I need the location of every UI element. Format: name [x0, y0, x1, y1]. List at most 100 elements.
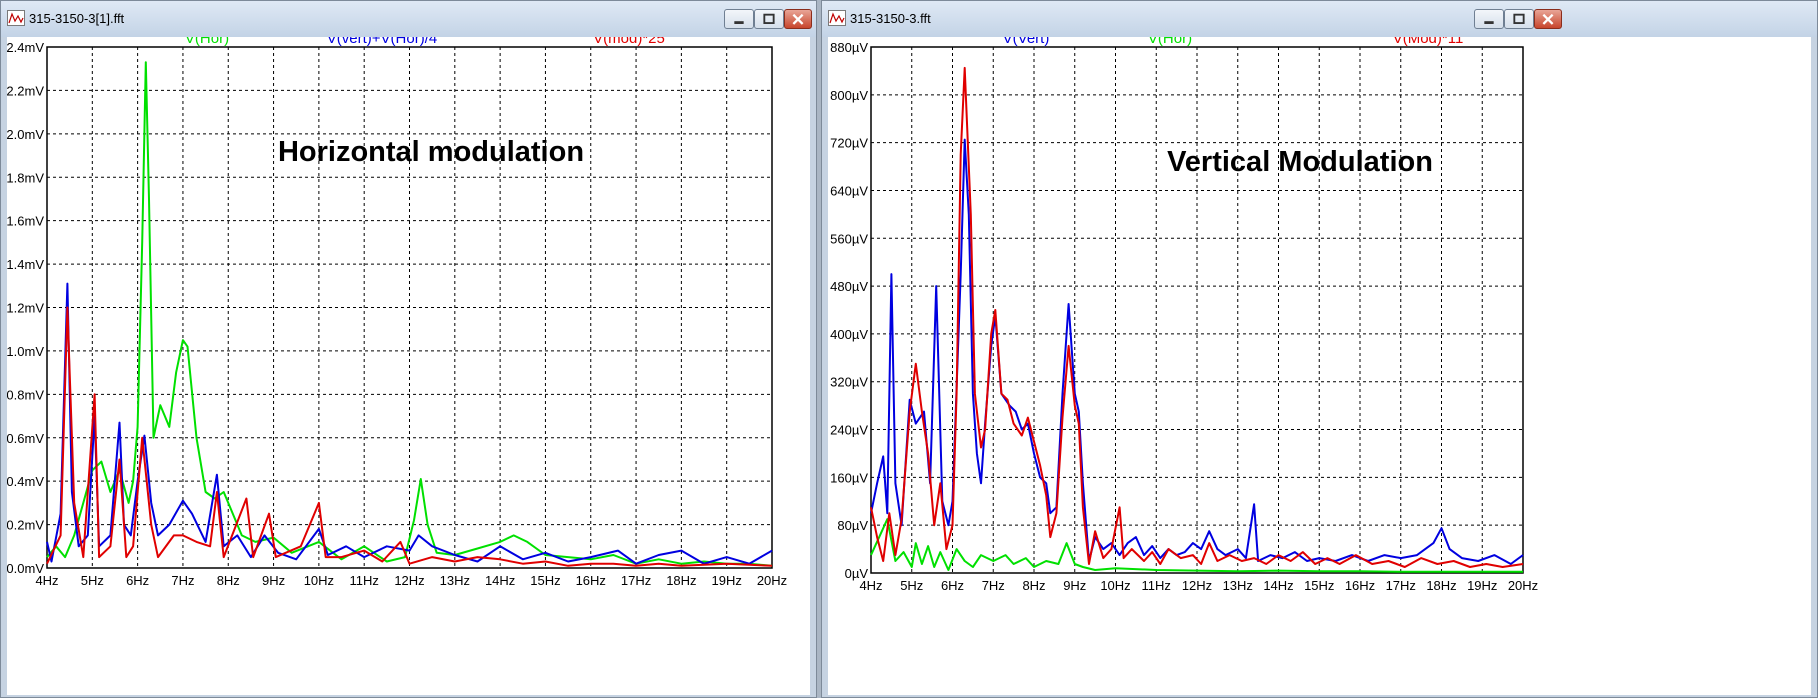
y-tick-label: 1.6mV [7, 214, 44, 229]
right-minimize-button[interactable] [1474, 9, 1504, 29]
right-grid [871, 47, 1523, 573]
left-window-title: 315-3150-3[1].fft [29, 11, 125, 26]
x-tick-label: 13Hz [1223, 578, 1253, 593]
legend-entry: V(Mod)*11 [1393, 37, 1464, 47]
y-tick-label: 320µV [830, 375, 868, 390]
y-tick-label: 1.4mV [7, 257, 44, 272]
left-maximize-button[interactable] [754, 9, 784, 29]
series-line-2 [870, 518, 1523, 573]
right-fft-window[interactable]: 315-3150-3.fft 4Hz 5Hz 6Hz 7Hz 8Hz 9Hz 10Hz 11H… [821, 0, 1818, 698]
y-tick-label: 0.2mV [7, 518, 44, 533]
left-window-titlebar[interactable]: 315-3150-3[1].fft [1, 1, 816, 37]
y-tick-label: 800µV [830, 88, 868, 103]
waveform-icon [828, 10, 846, 26]
y-tick-label: 560µV [830, 231, 868, 246]
x-tick-label: 14Hz [485, 573, 515, 588]
x-tick-label: 9Hz [262, 573, 285, 588]
x-tick-label: 10Hz [1100, 578, 1130, 593]
maximize-icon [763, 13, 775, 24]
y-tick-label: 0.4mV [7, 474, 44, 489]
series-line-1 [46, 61, 773, 567]
right-chart-annotation: Vertical Modulation [1167, 146, 1433, 178]
minimize-icon [1484, 21, 1494, 24]
right-window-titlebar[interactable]: 315-3150-3.fft [822, 1, 1817, 37]
y-tick-label: 480µV [830, 279, 868, 294]
x-tick-label: 4Hz [859, 578, 882, 593]
x-tick-label: 12Hz [1182, 578, 1212, 593]
y-tick-label: 0.6mV [7, 431, 44, 446]
close-icon [1542, 13, 1554, 25]
x-tick-label: 16Hz [576, 573, 606, 588]
x-tick-label: 11Hz [349, 573, 378, 588]
y-tick-label: 2.2mV [7, 83, 44, 98]
x-tick-label: 20Hz [757, 573, 787, 588]
y-tick-label: 240µV [830, 423, 868, 438]
x-tick-label: 15Hz [1304, 578, 1334, 593]
y-tick-label: 0.8mV [7, 387, 44, 402]
legend-entry: V(Hor) [185, 37, 229, 47]
right-close-button[interactable] [1534, 9, 1562, 29]
y-tick-label: 0µV [845, 566, 869, 581]
x-tick-label: 17Hz [1386, 578, 1416, 593]
x-tick-label: 19Hz [1467, 578, 1497, 593]
right-plot-area: 4Hz 5Hz 6Hz 7Hz 8Hz 9Hz 10Hz 11Hz 12Hz 13Hz 14Hz 15… [828, 37, 1811, 695]
x-tick-label: 15Hz [530, 573, 560, 588]
x-tick-label: 9Hz [1063, 578, 1086, 593]
maximize-icon [1513, 13, 1525, 24]
series-line-3 [46, 306, 773, 567]
y-tick-label: 640µV [830, 183, 868, 198]
x-tick-label: 5Hz [81, 573, 104, 588]
left-grid [47, 47, 772, 568]
legend-entry: V(Vert) [1003, 37, 1050, 47]
x-tick-label: 18Hz [1426, 578, 1456, 593]
left-plot-area: 4Hz 5Hz 6Hz 7Hz 8Hz 9Hz 10Hz 11Hz 12Hz 13Hz 14Hz 15… [7, 37, 810, 695]
series-line-2 [46, 282, 773, 565]
x-tick-label: 20Hz [1508, 578, 1538, 593]
x-tick-label: 6Hz [126, 573, 149, 588]
y-tick-label: 1.2mV [7, 301, 44, 316]
y-tick-label: 160µV [830, 470, 868, 485]
waveform-icon [7, 10, 25, 26]
x-tick-label: 13Hz [440, 573, 470, 588]
x-tick-label: 16Hz [1345, 578, 1375, 593]
series-line-3 [870, 66, 1524, 568]
y-tick-label: 1.8mV [7, 170, 44, 185]
x-tick-label: 12Hz [394, 573, 424, 588]
x-tick-label: 10Hz [304, 573, 334, 588]
y-tick-label: 1.0mV [7, 344, 44, 359]
right-maximize-button[interactable] [1504, 9, 1534, 29]
x-tick-label: 18Hz [666, 573, 696, 588]
legend-entry: V(Hor) [1148, 37, 1192, 47]
x-tick-label: 11Hz [1142, 578, 1171, 593]
left-close-button[interactable] [784, 9, 812, 29]
left-chart-annotation: Horizontal modulation [278, 136, 584, 168]
x-tick-label: 8Hz [217, 573, 240, 588]
y-tick-label: 2.0mV [7, 127, 44, 142]
minimize-icon [734, 21, 744, 24]
right-window-title: 315-3150-3.fft [850, 11, 931, 26]
x-tick-label: 5Hz [900, 578, 923, 593]
left-plot-frame [46, 46, 773, 569]
x-tick-label: 7Hz [982, 578, 1005, 593]
y-tick-label: 880µV [830, 40, 868, 55]
x-tick-label: 14Hz [1263, 578, 1293, 593]
x-tick-label: 19Hz [712, 573, 742, 588]
x-tick-label: 17Hz [621, 573, 651, 588]
right-plot-frame [870, 46, 1524, 574]
left-minimize-button[interactable] [724, 9, 754, 29]
legend-entry: V(mod)*25 [593, 37, 665, 47]
y-tick-label: 80µV [837, 518, 868, 533]
x-tick-label: 4Hz [35, 573, 58, 588]
close-icon [792, 13, 804, 25]
x-tick-label: 8Hz [1022, 578, 1045, 593]
left-fft-window[interactable]: 315-3150-3[1].fft 4Hz 5Hz 6Hz 7Hz 8Hz 9Hz 10Hz… [0, 0, 817, 698]
y-tick-label: 0.0mV [7, 561, 44, 576]
right-fft-chart: 4Hz 5Hz 6Hz 7Hz 8Hz 9Hz 10Hz 11Hz 12Hz 13Hz 14Hz 15… [830, 37, 1538, 593]
y-tick-label: 720µV [830, 136, 868, 151]
legend-entry: V(vert)+V(Hor)/4 [327, 37, 437, 47]
x-tick-label: 6Hz [941, 578, 964, 593]
x-tick-label: 7Hz [171, 573, 194, 588]
y-tick-label: 2.4mV [7, 40, 44, 55]
left-fft-chart: 4Hz 5Hz 6Hz 7Hz 8Hz 9Hz 10Hz 11Hz 12Hz 13Hz 14Hz 15… [7, 37, 787, 588]
y-tick-label: 400µV [830, 327, 868, 342]
